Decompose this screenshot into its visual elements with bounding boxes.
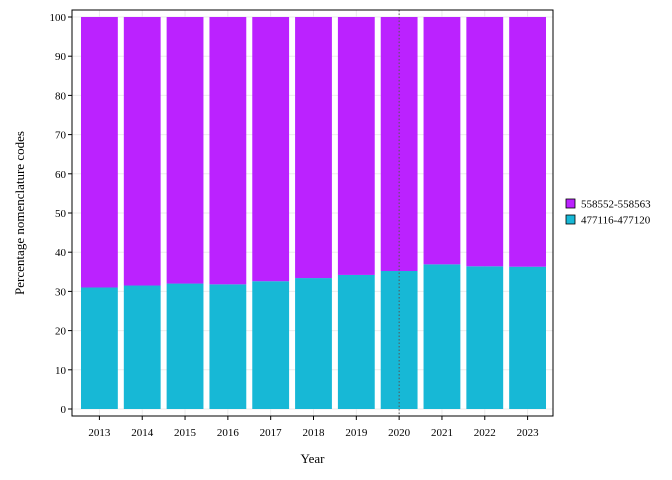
bar-segment-2015-series-1: [166, 17, 204, 284]
x-tick-label: 2014: [131, 427, 154, 439]
x-tick-label: 2022: [474, 427, 496, 439]
y-tick-label: 50: [55, 208, 67, 220]
bar-segment-2021-series-1: [423, 17, 461, 265]
bar-segment-2018-series-1: [295, 17, 332, 279]
bar-segment-2023-series-0: [509, 266, 547, 409]
bar-segment-2019-series-1: [337, 17, 375, 275]
bar-segment-2017-series-0: [252, 281, 290, 409]
x-tick-label: 2018: [303, 427, 326, 439]
legend: 558552-558563 477116-477120: [565, 198, 651, 227]
legend-swatch: [565, 198, 576, 209]
x-axis-title: Year: [301, 451, 326, 466]
x-tick-label: 2017: [260, 427, 283, 439]
bar-segment-2013-series-1: [80, 17, 118, 288]
bars: [80, 17, 547, 409]
x-tick-label: 2016: [217, 427, 240, 439]
bar-segment-2019-series-0: [337, 274, 375, 409]
y-tick-label: 20: [55, 326, 67, 338]
y-tick-label: 0: [61, 404, 67, 416]
y-tick-label: 70: [55, 130, 67, 142]
y-tick-label: 10: [55, 365, 67, 377]
bar-segment-2022-series-1: [466, 17, 504, 267]
x-axis: 2013 2014 2015 2016 2017 2018 2019 2020 2021 2022…: [88, 416, 539, 439]
legend-label: 477116-477120: [581, 215, 651, 227]
y-tick-label: 80: [55, 90, 67, 102]
x-tick-label: 2023: [517, 427, 540, 439]
x-tick-label: 2015: [174, 427, 197, 439]
bar-segment-2013-series-0: [80, 287, 118, 409]
bar-segment-2016-series-1: [209, 17, 247, 285]
y-tick-label: 30: [55, 286, 67, 298]
bar-segment-2023-series-1: [509, 17, 547, 267]
y-tick-label: 90: [55, 51, 67, 63]
x-tick-label: 2020: [388, 427, 411, 439]
bar-segment-2022-series-0: [466, 266, 504, 409]
bar-segment-2014-series-1: [123, 17, 161, 286]
x-tick-label: 2013: [88, 427, 111, 439]
y-tick-label: 60: [55, 169, 67, 181]
bar-segment-2014-series-0: [123, 285, 161, 409]
x-tick-label: 2021: [431, 427, 453, 439]
bar-segment-2021-series-0: [423, 264, 461, 409]
y-tick-label: 100: [50, 12, 67, 24]
legend-swatch: [565, 214, 576, 225]
x-tick-label: 2019: [345, 427, 368, 439]
bar-segment-2017-series-1: [252, 17, 290, 282]
y-axis-title: Percentage nomenclature codes: [12, 131, 27, 295]
legend-label: 558552-558563: [581, 199, 651, 211]
bar-segment-2015-series-0: [166, 283, 204, 409]
y-tick-label: 40: [55, 247, 67, 259]
bar-segment-2018-series-0: [295, 278, 332, 409]
y-axis: 0 10 20 30 40 50 60 70 80 90 100: [50, 12, 72, 416]
bar-segment-2016-series-0: [209, 284, 247, 409]
